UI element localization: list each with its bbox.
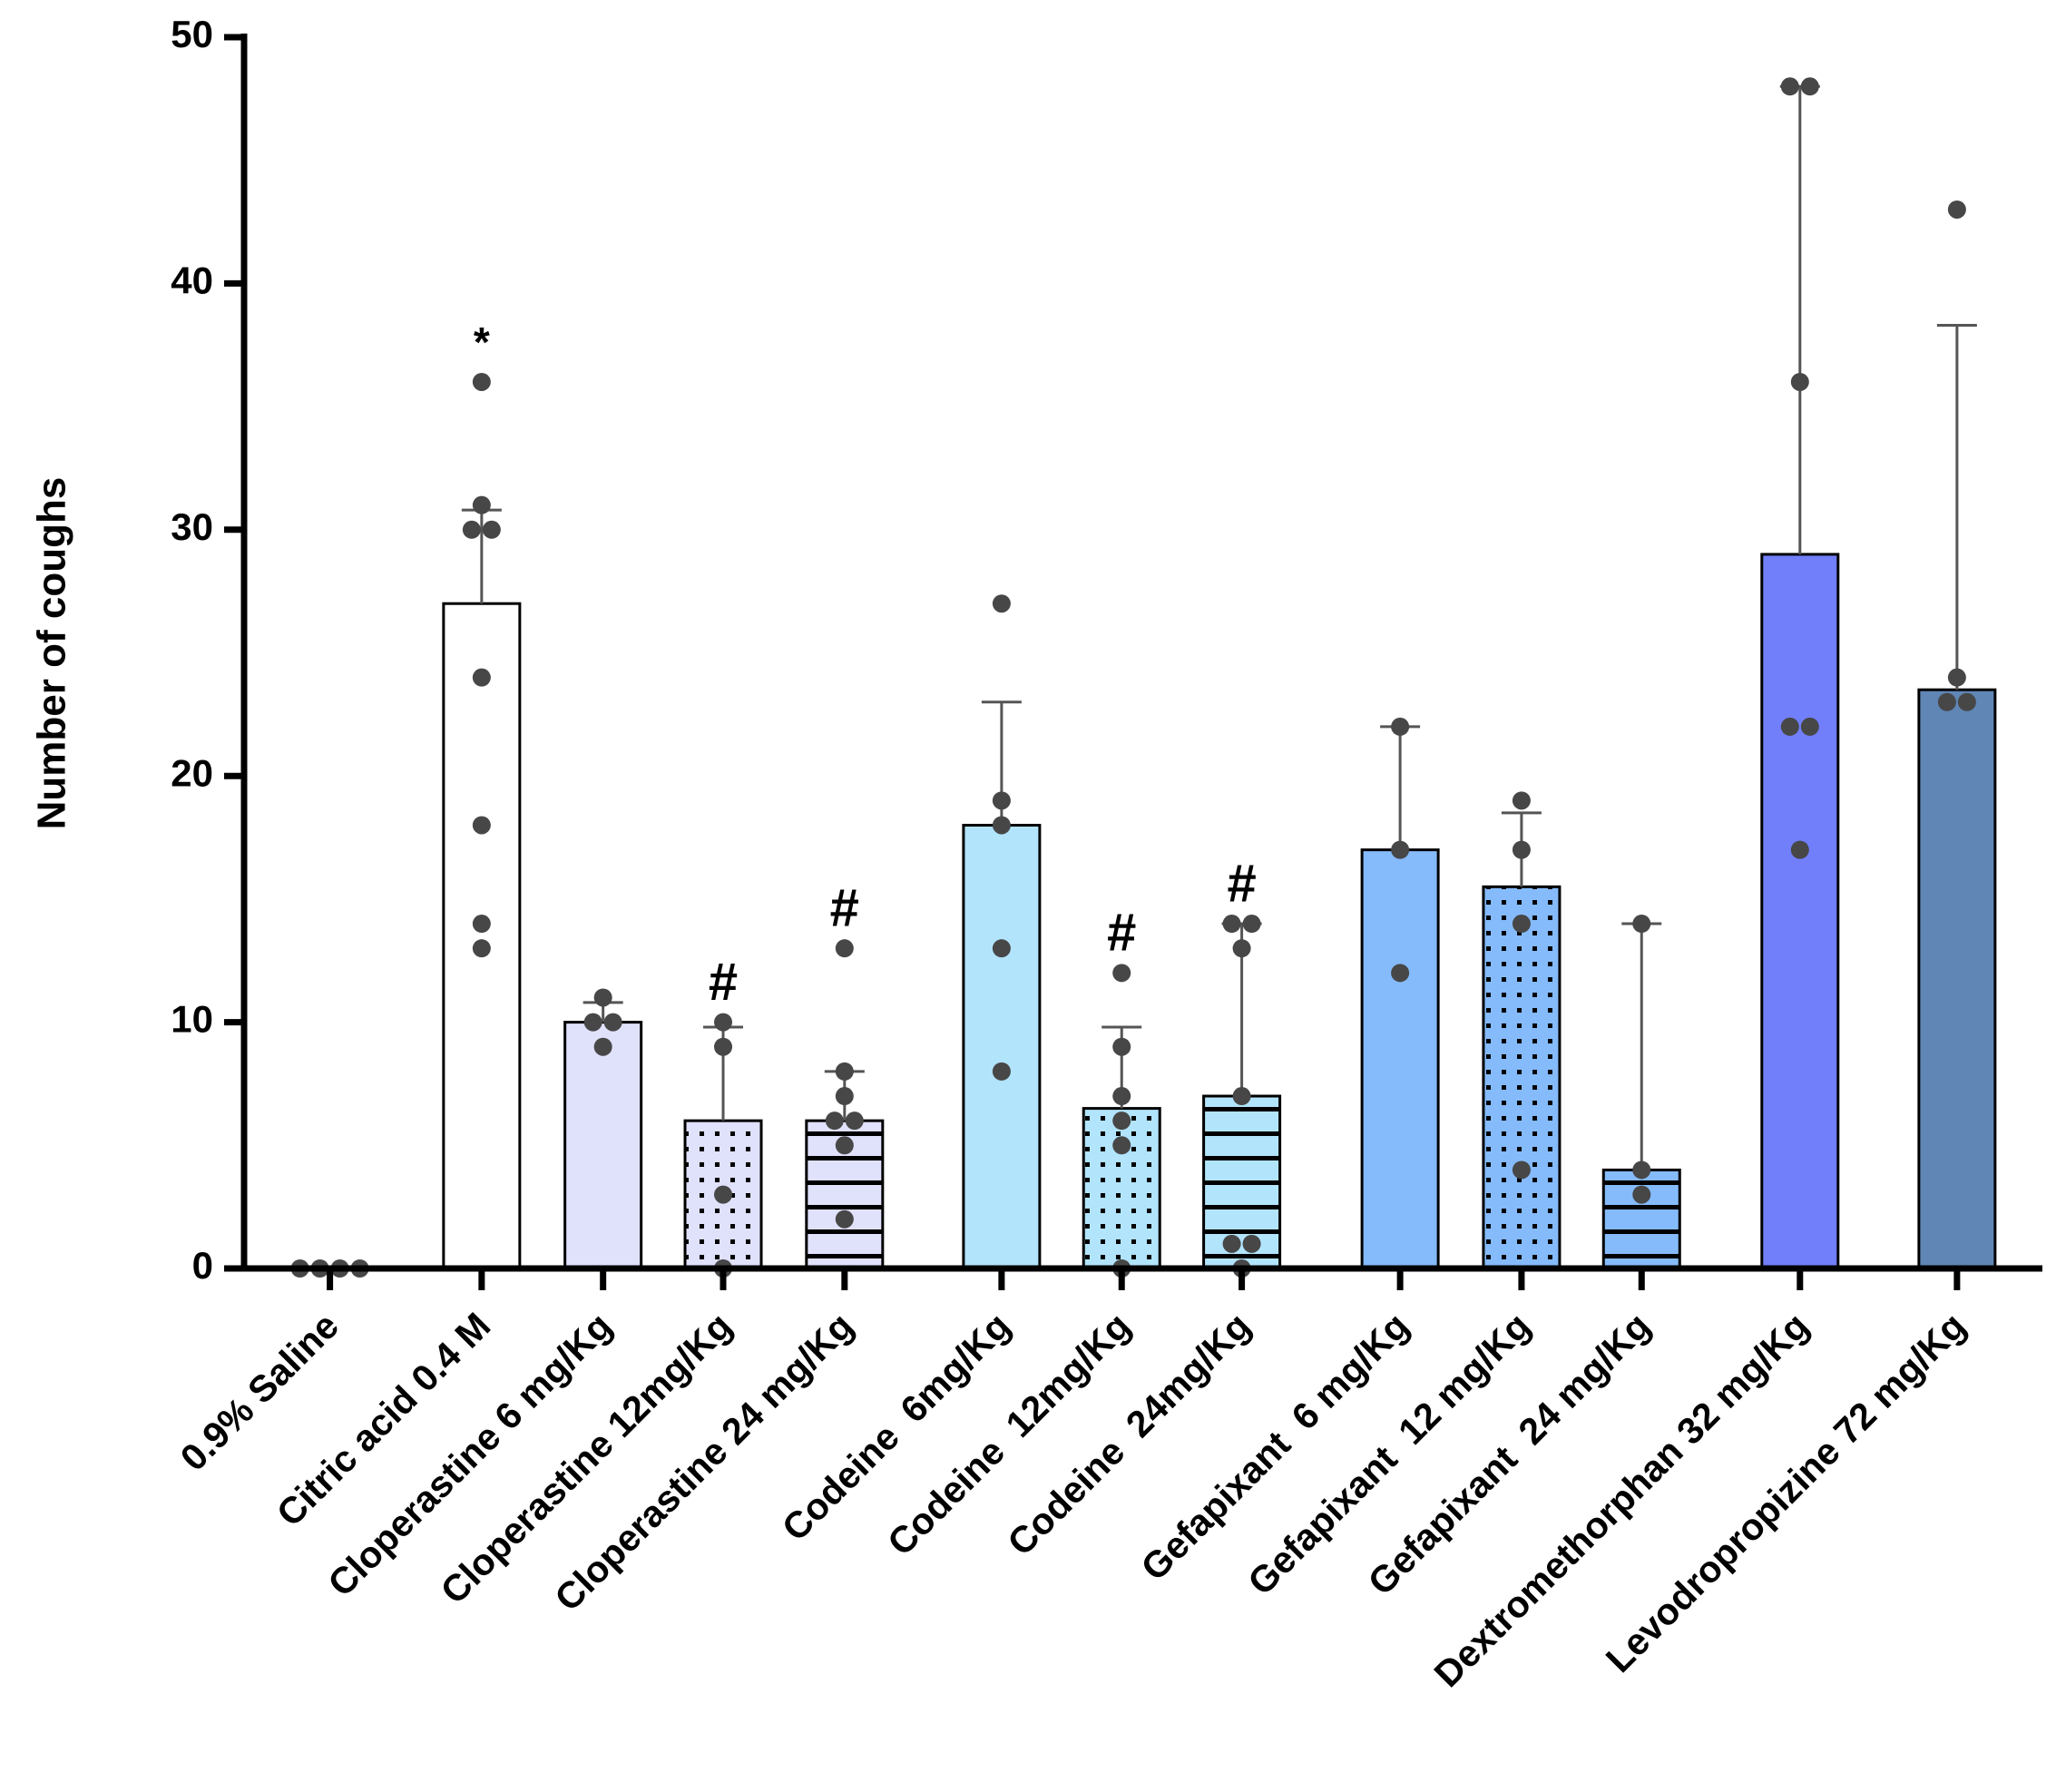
error-bar — [1621, 922, 1662, 1170]
bar — [1482, 885, 1562, 1270]
data-point — [1512, 840, 1531, 859]
bar — [962, 823, 1042, 1270]
data-point — [1391, 717, 1410, 736]
data-point — [472, 668, 491, 687]
data-point — [825, 1111, 844, 1131]
bar — [1082, 1107, 1161, 1270]
annotation: # — [830, 879, 859, 938]
annotation: # — [1107, 904, 1136, 963]
data-point — [1632, 1160, 1651, 1180]
data-point — [1512, 915, 1531, 934]
data-point — [992, 1062, 1011, 1081]
data-point — [845, 1111, 864, 1131]
y-tick-label: 40 — [171, 259, 213, 301]
data-point — [714, 1037, 733, 1056]
data-point — [1222, 915, 1241, 934]
data-point — [593, 988, 612, 1007]
data-point — [1512, 1160, 1531, 1180]
data-point — [1222, 1234, 1241, 1253]
data-point — [1112, 1111, 1131, 1131]
data-point — [835, 1062, 854, 1081]
data-point — [1232, 939, 1251, 958]
data-point — [472, 816, 491, 835]
data-point — [1232, 1087, 1251, 1106]
data-point — [1112, 1037, 1131, 1056]
data-point — [1957, 692, 1976, 711]
data-point — [835, 1209, 854, 1229]
y-tick-label: 20 — [171, 751, 213, 794]
error-bar — [1936, 324, 1977, 690]
data-point — [472, 939, 491, 958]
data-point — [1937, 692, 1956, 711]
data-point — [603, 1013, 622, 1032]
data-point — [1112, 1136, 1131, 1155]
data-point — [583, 1013, 602, 1032]
annotation: # — [709, 953, 738, 1012]
data-point — [1790, 372, 1809, 391]
data-point — [1112, 964, 1131, 983]
data-point — [714, 1013, 733, 1032]
data-point — [1391, 964, 1410, 983]
data-point — [482, 520, 501, 539]
data-point — [1800, 717, 1819, 736]
data-point — [1800, 77, 1819, 96]
annotation: # — [1227, 854, 1256, 913]
data-point — [992, 816, 1011, 835]
data-point — [1242, 1234, 1261, 1253]
data-point — [472, 915, 491, 934]
bar — [1360, 848, 1440, 1270]
annotation: * — [474, 318, 490, 366]
data-point — [1512, 791, 1531, 810]
y-axis-label: Number of coughs — [30, 477, 74, 830]
error-bar — [1779, 84, 1820, 554]
y-tick-label: 30 — [171, 505, 213, 548]
bar — [442, 602, 522, 1270]
data-point — [1112, 1087, 1131, 1106]
data-point — [714, 1185, 733, 1204]
bar — [1202, 1094, 1282, 1270]
data-point — [1947, 200, 1966, 219]
data-point — [835, 1136, 854, 1155]
data-point — [992, 791, 1011, 810]
data-point — [1780, 717, 1799, 736]
data-point — [1242, 915, 1261, 934]
data-point — [992, 939, 1011, 958]
data-point — [472, 372, 491, 391]
data-point — [1947, 668, 1966, 687]
y-tick-label: 0 — [192, 1244, 213, 1287]
y-tick-label: 50 — [171, 13, 213, 55]
data-point — [992, 594, 1011, 613]
data-point — [1391, 840, 1410, 859]
data-point — [593, 1037, 612, 1056]
data-point — [1780, 77, 1799, 96]
bar — [1917, 688, 1997, 1270]
bar — [1760, 553, 1840, 1270]
data-point — [835, 1087, 854, 1106]
data-point — [1790, 840, 1809, 859]
y-tick-label: 10 — [171, 998, 213, 1041]
bar — [1601, 1168, 1681, 1270]
data-point — [462, 520, 481, 539]
data-point — [1632, 915, 1651, 934]
data-point — [472, 495, 491, 514]
bar — [563, 1021, 643, 1270]
data-point — [835, 939, 854, 958]
error-bar — [1380, 725, 1421, 850]
data-point — [1632, 1185, 1651, 1204]
